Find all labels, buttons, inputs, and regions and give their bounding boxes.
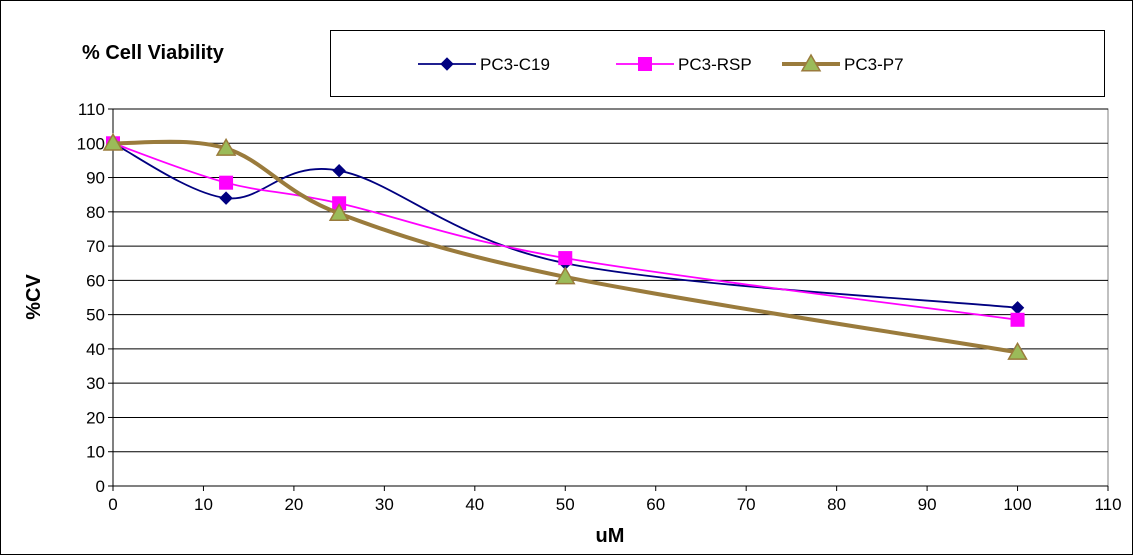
y-tick-label: 0: [96, 477, 105, 496]
legend-marker: [800, 53, 822, 72]
x-tick-label: 80: [827, 495, 846, 514]
y-axis-title: %CV: [23, 274, 45, 320]
x-tick-label: 30: [375, 495, 394, 514]
data-point: [558, 251, 573, 266]
y-tick-label: 60: [86, 271, 105, 290]
data-point: [554, 266, 576, 285]
y-tick-label: 40: [86, 340, 105, 359]
y-tick-label: 10: [86, 443, 105, 462]
x-tick-label: 60: [646, 495, 665, 514]
chart-title: % Cell Viability: [82, 42, 225, 64]
legend-entry: PC3-C19: [418, 55, 550, 74]
x-tick-label: 20: [284, 495, 303, 514]
series-pc3-p7: [102, 132, 1028, 360]
plot-area: [112, 108, 1109, 487]
y-tick-label: 80: [86, 203, 105, 222]
series-line: [112, 142, 1018, 321]
x-tick-label: 10: [194, 495, 213, 514]
legend: PC3-C19 PC3-RSP PC3-P7: [418, 53, 904, 74]
x-tick-label: 90: [918, 495, 937, 514]
data-point: [219, 175, 234, 190]
data-point: [215, 137, 237, 156]
gridlines: [113, 108, 1108, 453]
x-tick-label: 0: [108, 495, 117, 514]
legend-label: PC3-C19: [480, 55, 550, 74]
legend-entry: PC3-P7: [782, 53, 904, 74]
data-point: [1007, 341, 1028, 360]
y-tick-label: 30: [86, 374, 105, 393]
x-tick-label: 100: [1003, 495, 1031, 514]
legend-marker: [440, 57, 454, 71]
legend-marker: [638, 57, 652, 71]
data-point: [328, 203, 350, 222]
y-tick-label: 20: [86, 408, 105, 427]
y-tick-label: 110: [78, 100, 105, 119]
data-point: [102, 132, 124, 151]
data-point: [1010, 312, 1025, 327]
axes: 0 10 20 30 40 50 60 70 80 90 100 110 0 10 20 30 40 50 60 70…: [77, 100, 1122, 514]
legend-label: PC3-P7: [844, 55, 904, 74]
x-tick-label: 70: [737, 495, 756, 514]
legend-label: PC3-RSP: [678, 55, 752, 74]
y-tick-label: 70: [86, 237, 105, 256]
x-tick-label: 110: [1094, 495, 1121, 514]
y-tick-label: 90: [86, 169, 105, 188]
y-tick-label: 100: [77, 134, 105, 153]
legend-entry: PC3-RSP: [616, 55, 752, 74]
series-line: [112, 139, 1018, 355]
x-tick-label: 50: [556, 495, 575, 514]
x-axis-title: uM: [596, 525, 625, 547]
x-tick-label: 40: [465, 495, 484, 514]
data-point: [219, 191, 233, 205]
y-tick-label: 50: [86, 306, 105, 325]
series: [102, 132, 1028, 360]
data-point: [332, 163, 346, 178]
series-line: [112, 142, 1018, 309]
